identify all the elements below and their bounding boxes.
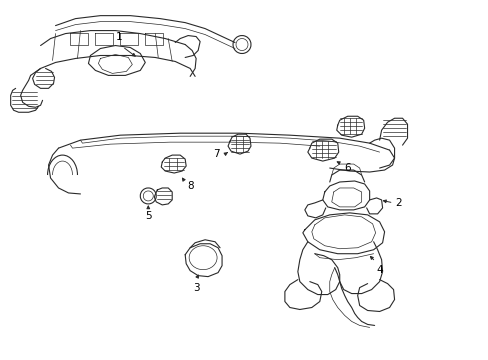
- Text: 7: 7: [212, 149, 219, 159]
- Text: 4: 4: [376, 265, 382, 275]
- Text: 2: 2: [394, 198, 401, 208]
- Text: 1: 1: [116, 32, 122, 41]
- Text: 8: 8: [186, 181, 193, 191]
- Text: 6: 6: [344, 163, 350, 173]
- Text: 3: 3: [192, 283, 199, 293]
- Text: 5: 5: [144, 211, 151, 221]
